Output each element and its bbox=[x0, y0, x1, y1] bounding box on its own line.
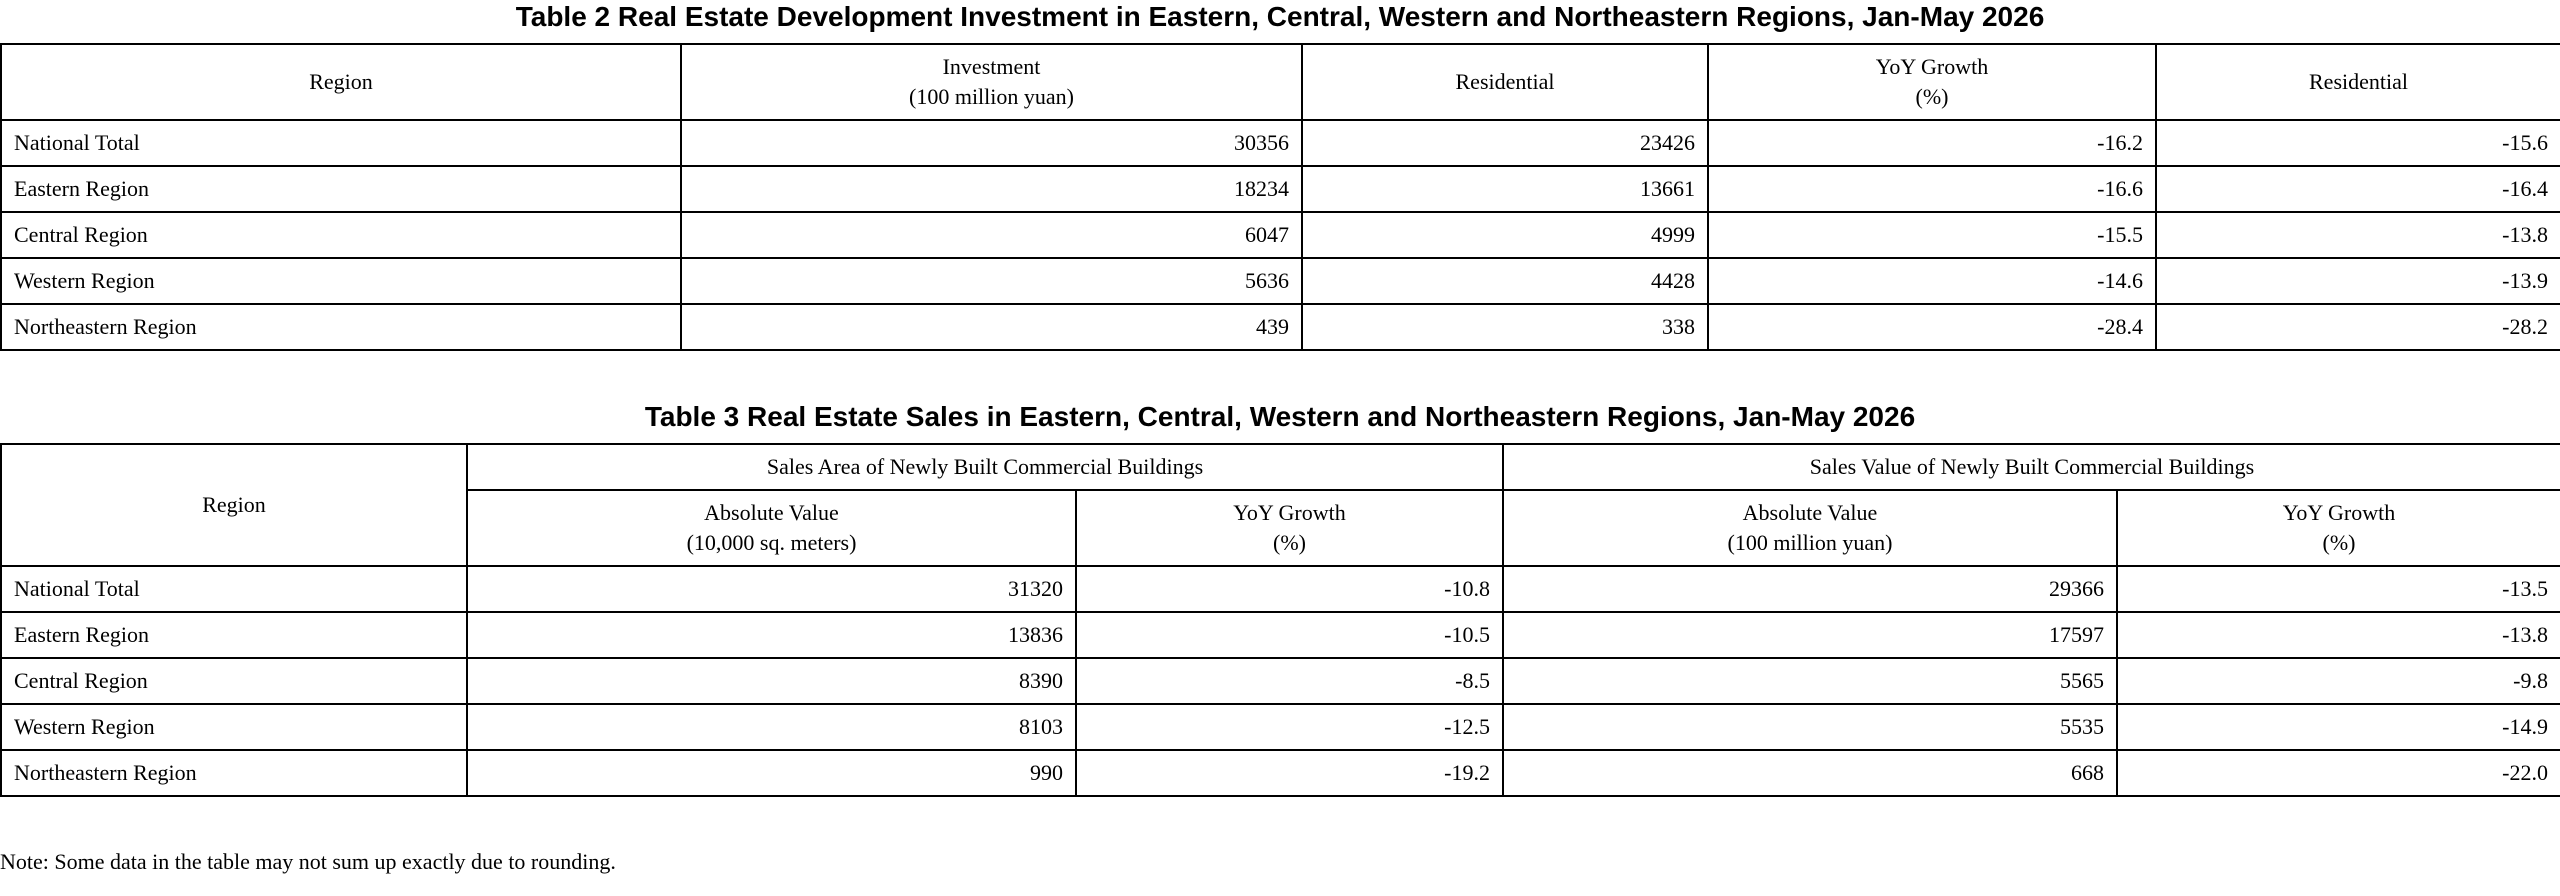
table2-title: Table 2 Real Estate Development Investme… bbox=[515, 1, 2045, 32]
cell-yoy-residential: -13.9 bbox=[2155, 257, 2560, 305]
table-row: Eastern Region 13836 -10.5 17597 -13.8 bbox=[0, 611, 2560, 659]
header-area-absolute-label: Absolute Value bbox=[704, 500, 839, 525]
cell-area-absolute: 13836 bbox=[466, 611, 1077, 659]
table-row: Central Region 8390 -8.5 5565 -9.8 bbox=[0, 657, 2560, 705]
header-yoy-residential: Residential bbox=[2155, 43, 2560, 121]
cell-region: Northeastern Region bbox=[0, 749, 468, 797]
cell-area-yoy: -12.5 bbox=[1075, 703, 1504, 751]
cell-yoy-residential: -16.4 bbox=[2155, 165, 2560, 213]
cell-region: National Total bbox=[0, 565, 468, 613]
header-value-yoy-unit: (%) bbox=[2322, 530, 2356, 555]
cell-value-absolute: 5535 bbox=[1502, 703, 2118, 751]
footnote: Note: Some data in the table may not sum… bbox=[0, 849, 616, 874]
header-area-yoy-unit: (%) bbox=[1273, 530, 1306, 555]
header-yoy-unit: (%) bbox=[1915, 84, 1949, 109]
cell-region: Western Region bbox=[0, 257, 682, 305]
header-yoy-label: YoY Growth bbox=[1875, 54, 1989, 79]
header-investment-label: Investment bbox=[942, 54, 1041, 79]
header-investment: Investment (100 million yuan) bbox=[680, 43, 1303, 121]
table-row: National Total 30356 23426 -16.2 -15.6 bbox=[0, 119, 2560, 167]
cell-region: Northeastern Region bbox=[0, 303, 682, 351]
header-value-yoy: YoY Growth (%) bbox=[2116, 489, 2560, 567]
header-value-absolute-unit: (100 million yuan) bbox=[1727, 530, 1893, 555]
table3-title: Table 3 Real Estate Sales in Eastern, Ce… bbox=[644, 401, 1916, 432]
cell-yoy: -14.6 bbox=[1707, 257, 2157, 305]
cell-residential: 338 bbox=[1301, 303, 1709, 351]
header-yoy-growth: YoY Growth (%) bbox=[1707, 43, 2157, 121]
cell-area-absolute: 31320 bbox=[466, 565, 1077, 613]
cell-residential: 4428 bbox=[1301, 257, 1709, 305]
cell-value-absolute: 17597 bbox=[1502, 611, 2118, 659]
table-row: Western Region 5636 4428 -14.6 -13.9 bbox=[0, 257, 2560, 305]
cell-investment: 18234 bbox=[680, 165, 1303, 213]
cell-residential: 23426 bbox=[1301, 119, 1709, 167]
header-value-absolute-label: Absolute Value bbox=[1742, 500, 1878, 525]
cell-value-absolute: 29366 bbox=[1502, 565, 2118, 613]
cell-yoy: -28.4 bbox=[1707, 303, 2157, 351]
cell-area-yoy: -10.8 bbox=[1075, 565, 1504, 613]
table-row: Northeastern Region 990 -19.2 668 -22.0 bbox=[0, 749, 2560, 797]
header-value-yoy-label: YoY Growth bbox=[2282, 500, 2396, 525]
cell-residential: 4999 bbox=[1301, 211, 1709, 259]
header-sales-area-group: Sales Area of Newly Built Commercial Bui… bbox=[466, 443, 1504, 491]
investment-table: Region Investment (100 million yuan) Res… bbox=[0, 43, 2560, 351]
header-investment-unit: (100 million yuan) bbox=[909, 84, 1074, 109]
header-area-absolute: Absolute Value (10,000 sq. meters) bbox=[466, 489, 1077, 567]
cell-value-yoy: -22.0 bbox=[2116, 749, 2560, 797]
header-sales-value-group: Sales Value of Newly Built Commercial Bu… bbox=[1502, 443, 2560, 491]
cell-area-yoy: -10.5 bbox=[1075, 611, 1504, 659]
header-area-absolute-unit: (10,000 sq. meters) bbox=[686, 530, 857, 555]
cell-residential: 13661 bbox=[1301, 165, 1709, 213]
header-region: Region bbox=[0, 43, 682, 121]
cell-value-yoy: -13.8 bbox=[2116, 611, 2560, 659]
cell-area-yoy: -8.5 bbox=[1075, 657, 1504, 705]
sales-table: Region Sales Area of Newly Built Commerc… bbox=[0, 443, 2560, 797]
cell-region: National Total bbox=[0, 119, 682, 167]
cell-yoy: -15.5 bbox=[1707, 211, 2157, 259]
table-header-row: Region Sales Area of Newly Built Commerc… bbox=[0, 443, 2560, 567]
cell-investment: 5636 bbox=[680, 257, 1303, 305]
table-subheader-row: Absolute Value (10,000 sq. meters) YoY G… bbox=[1, 489, 2560, 567]
cell-region: Central Region bbox=[0, 657, 468, 705]
cell-yoy-residential: -15.6 bbox=[2155, 119, 2560, 167]
cell-area-absolute: 8103 bbox=[466, 703, 1077, 751]
table-header-row: Region Investment (100 million yuan) Res… bbox=[0, 43, 2560, 121]
cell-value-yoy: -9.8 bbox=[2116, 657, 2560, 705]
cell-value-yoy: -14.9 bbox=[2116, 703, 2560, 751]
table-row: Western Region 8103 -12.5 5535 -14.9 bbox=[0, 703, 2560, 751]
cell-region: Western Region bbox=[0, 703, 468, 751]
header-region: Region bbox=[0, 443, 468, 567]
cell-yoy-residential: -13.8 bbox=[2155, 211, 2560, 259]
cell-yoy: -16.2 bbox=[1707, 119, 2157, 167]
table-row: Northeastern Region 439 338 -28.4 -28.2 bbox=[0, 303, 2560, 351]
cell-yoy-residential: -28.2 bbox=[2155, 303, 2560, 351]
cell-value-yoy: -13.5 bbox=[2116, 565, 2560, 613]
cell-value-absolute: 668 bbox=[1502, 749, 2118, 797]
header-area-yoy: YoY Growth (%) bbox=[1075, 489, 1504, 567]
header-area-yoy-label: YoY Growth bbox=[1233, 500, 1346, 525]
cell-area-yoy: -19.2 bbox=[1075, 749, 1504, 797]
cell-region: Eastern Region bbox=[0, 611, 468, 659]
cell-value-absolute: 5565 bbox=[1502, 657, 2118, 705]
cell-yoy: -16.6 bbox=[1707, 165, 2157, 213]
table-row: Eastern Region 18234 13661 -16.6 -16.4 bbox=[0, 165, 2560, 213]
cell-investment: 30356 bbox=[680, 119, 1303, 167]
header-residential: Residential bbox=[1301, 43, 1709, 121]
cell-region: Eastern Region bbox=[0, 165, 682, 213]
cell-investment: 439 bbox=[680, 303, 1303, 351]
cell-region: Central Region bbox=[0, 211, 682, 259]
header-value-absolute: Absolute Value (100 million yuan) bbox=[1502, 489, 2118, 567]
cell-area-absolute: 990 bbox=[466, 749, 1077, 797]
table-row: National Total 31320 -10.8 29366 -13.5 bbox=[0, 565, 2560, 613]
table-row: Central Region 6047 4999 -15.5 -13.8 bbox=[0, 211, 2560, 259]
cell-area-absolute: 8390 bbox=[466, 657, 1077, 705]
cell-investment: 6047 bbox=[680, 211, 1303, 259]
